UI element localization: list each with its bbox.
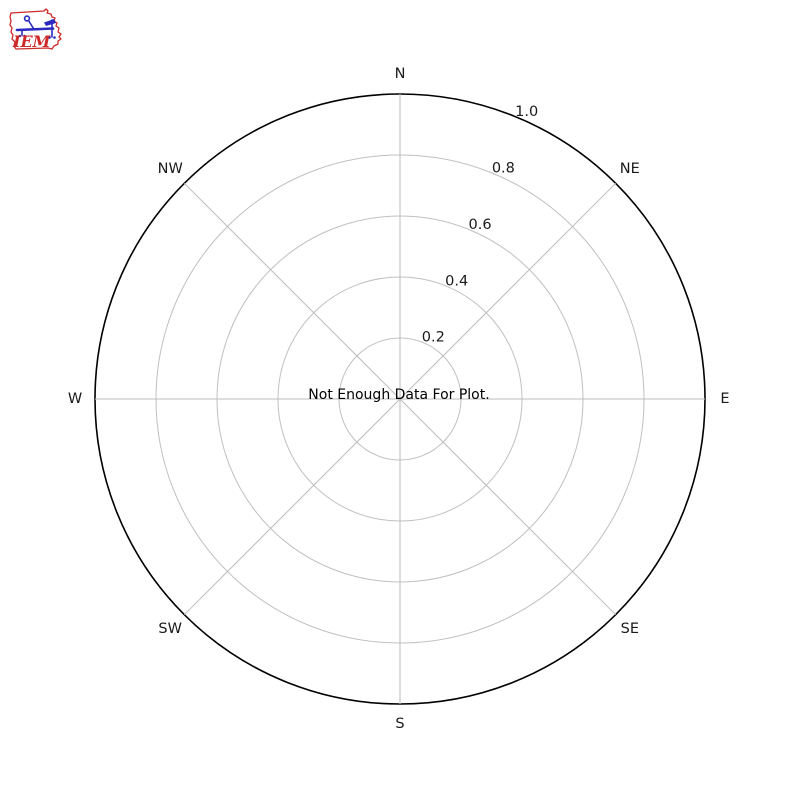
direction-label-NW: NW: [158, 161, 183, 177]
spoke-line-SE: [399, 398, 617, 616]
r-tick-label: 0.2: [422, 330, 445, 346]
r-tick-label: 0.4: [445, 273, 468, 289]
r-tick-label: 1.0: [515, 104, 538, 120]
spoke-line-NW: [183, 182, 401, 400]
direction-label-E: E: [720, 391, 729, 407]
weather-station-icon: [15, 15, 56, 39]
iem-logo: IEM: [9, 8, 62, 51]
direction-label-SE: SE: [621, 621, 639, 637]
no-data-message: Not Enough Data For Plot.: [308, 387, 489, 403]
direction-label-NE: NE: [620, 161, 640, 177]
r-tick-label: 0.6: [468, 217, 491, 233]
direction-label-S: S: [395, 716, 404, 732]
iowa-outline-icon: [9, 8, 62, 50]
direction-label-N: N: [395, 66, 406, 82]
iem-logo-text: IEM: [12, 32, 52, 51]
spoke-line-NE: [399, 182, 617, 400]
spoke-line-SW: [183, 398, 401, 616]
r-tick-label: 0.8: [492, 161, 515, 177]
direction-label-SW: SW: [158, 621, 182, 637]
direction-label-W: W: [68, 391, 82, 407]
